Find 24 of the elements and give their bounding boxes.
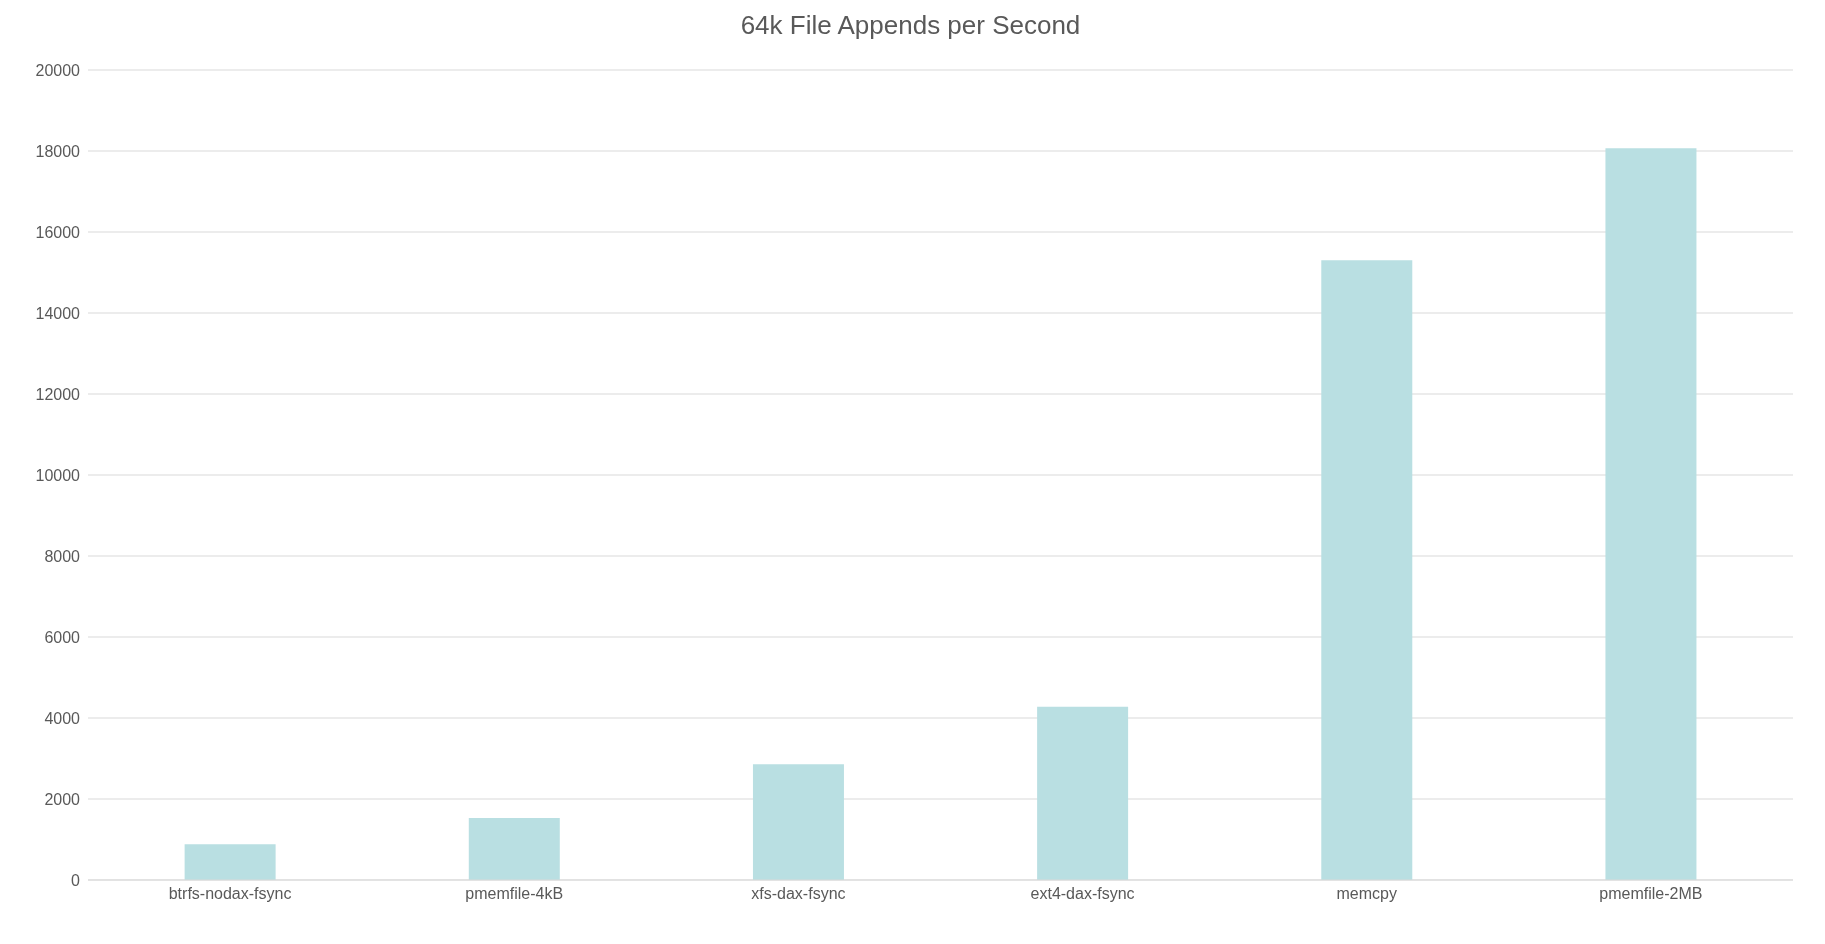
x-tick-label: pmemfile-2MB (1599, 885, 1703, 903)
x-tick-label: btrfs-nodax-fsync (168, 885, 292, 903)
y-tick-label: 4000 (44, 709, 81, 727)
x-tick-label: ext4-dax-fsync (1030, 885, 1135, 903)
x-tick-label: xfs-dax-fsync (751, 885, 846, 903)
y-tick-label: 12000 (35, 385, 81, 403)
y-tick-label: 2000 (44, 790, 81, 808)
y-tick-label: 18000 (35, 142, 81, 160)
x-tick-label: memcpy (1336, 885, 1397, 903)
bar (1321, 260, 1413, 880)
y-tick-label: 0 (71, 871, 81, 889)
y-tick-label: 10000 (35, 466, 81, 484)
y-tick-label: 14000 (35, 304, 81, 322)
bar (752, 764, 844, 880)
y-tick-label: 8000 (44, 547, 81, 565)
bar (1605, 148, 1697, 880)
y-tick-label: 6000 (44, 628, 81, 646)
y-tick-label: 16000 (35, 223, 81, 241)
x-tick-label: pmemfile-4kB (465, 885, 564, 903)
bar (184, 844, 276, 880)
bar (1037, 706, 1129, 880)
bar (468, 818, 560, 880)
chart-title: 64k File Appends per Second (739, 10, 1082, 42)
y-tick-label: 20000 (35, 61, 81, 79)
